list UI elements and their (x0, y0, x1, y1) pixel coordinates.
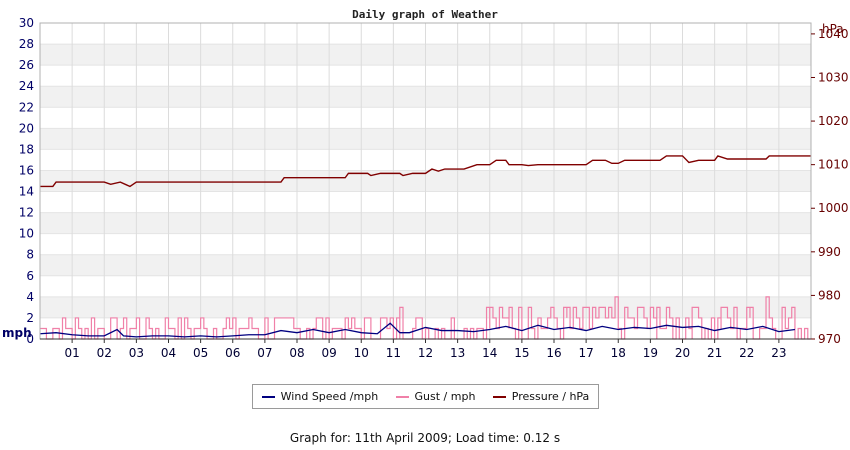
x-tick-label: 08 (289, 346, 304, 360)
right-tick-label: 1020 (818, 114, 849, 128)
left-tick-label: 12 (19, 206, 34, 220)
legend-label-wind: Wind Speed /mph (280, 390, 379, 403)
legend-swatch-gust (395, 395, 409, 398)
x-tick-label: 09 (321, 346, 336, 360)
x-tick-label: 18 (611, 346, 626, 360)
x-tick-label: 10 (354, 346, 369, 360)
left-tick-label: 28 (19, 37, 34, 51)
left-tick-label: 22 (19, 100, 34, 114)
right-tick-label: 1030 (818, 70, 849, 84)
legend-label-gust: Gust / mph (414, 390, 476, 403)
x-tick-label: 06 (225, 346, 240, 360)
right-axis-ticks: 970 980 990 1000 1010 1020 1030 1040 (811, 27, 849, 346)
legend-item-pressure: Pressure / hPa (492, 390, 590, 403)
x-tick-label: 15 (514, 346, 529, 360)
left-tick-label: 16 (19, 163, 34, 177)
x-tick-label: 05 (193, 346, 208, 360)
left-tick-label: 14 (19, 185, 34, 199)
x-tick-label: 02 (97, 346, 112, 360)
right-tick-label: 980 (818, 288, 841, 302)
left-tick-label: 6 (26, 269, 34, 283)
x-tick-label: 03 (129, 346, 144, 360)
left-tick-label: 8 (26, 248, 34, 262)
x-tick-label: 19 (643, 346, 658, 360)
x-tick-label: 07 (257, 346, 272, 360)
left-tick-label: 30 (19, 16, 34, 30)
x-tick-label: 21 (707, 346, 722, 360)
chart-title: Daily graph of Weather (352, 8, 498, 21)
left-tick-label: 4 (26, 290, 34, 304)
footer-status: Graph for: 11th April 2009; Load time: 0… (289, 431, 561, 445)
x-tick-label: 22 (739, 346, 754, 360)
left-tick-label: 10 (19, 227, 34, 241)
pressure-series (40, 155, 811, 188)
vertical-grid (71, 23, 780, 339)
x-tick-label: 04 (161, 346, 176, 360)
left-tick-label: 18 (19, 142, 34, 156)
legend-item-gust: Gust / mph (395, 390, 476, 403)
left-tick-label: 24 (19, 79, 34, 93)
x-tick-label: 12 (418, 346, 433, 360)
right-tick-label: 1040 (818, 27, 849, 41)
right-axis-unit: hPa (822, 22, 844, 36)
right-tick-label: 1000 (818, 201, 849, 215)
left-tick-label: 20 (19, 121, 34, 135)
right-tick-label: 970 (818, 332, 841, 346)
right-tick-label: 1010 (818, 158, 849, 172)
left-tick-label: 26 (19, 58, 34, 72)
chart-legend: Wind Speed /mph Gust / mph Pressure / hP… (252, 384, 599, 409)
x-tick-label: 20 (675, 346, 690, 360)
x-tick-label: 01 (64, 346, 79, 360)
wind-series (39, 322, 796, 338)
x-axis-ticks: 01 02 03 04 05 06 07 08 09 10 11 12 13 14 15 16 17 18 19 20… (64, 339, 787, 360)
legend-label-pressure: Pressure / hPa (511, 390, 590, 403)
x-tick-label: 16 (546, 346, 561, 360)
x-tick-label: 11 (386, 346, 401, 360)
left-axis-unit: mph (2, 326, 32, 340)
weather-chart: Daily graph of Weather 02468101214161820… (2, 8, 849, 360)
legend-swatch-pressure (492, 395, 506, 398)
wind-line (39, 322, 796, 338)
x-tick-label: 14 (482, 346, 497, 360)
x-tick-label: 23 (771, 346, 786, 360)
pressure-line (40, 155, 811, 188)
left-tick-label: 0 (26, 332, 34, 346)
legend-item-wind: Wind Speed /mph (261, 390, 379, 403)
legend-swatch-wind (261, 395, 275, 398)
x-tick-label: 17 (578, 346, 593, 360)
left-tick-label: 2 (26, 311, 34, 325)
x-tick-label: 13 (450, 346, 465, 360)
right-tick-label: 990 (818, 245, 841, 259)
